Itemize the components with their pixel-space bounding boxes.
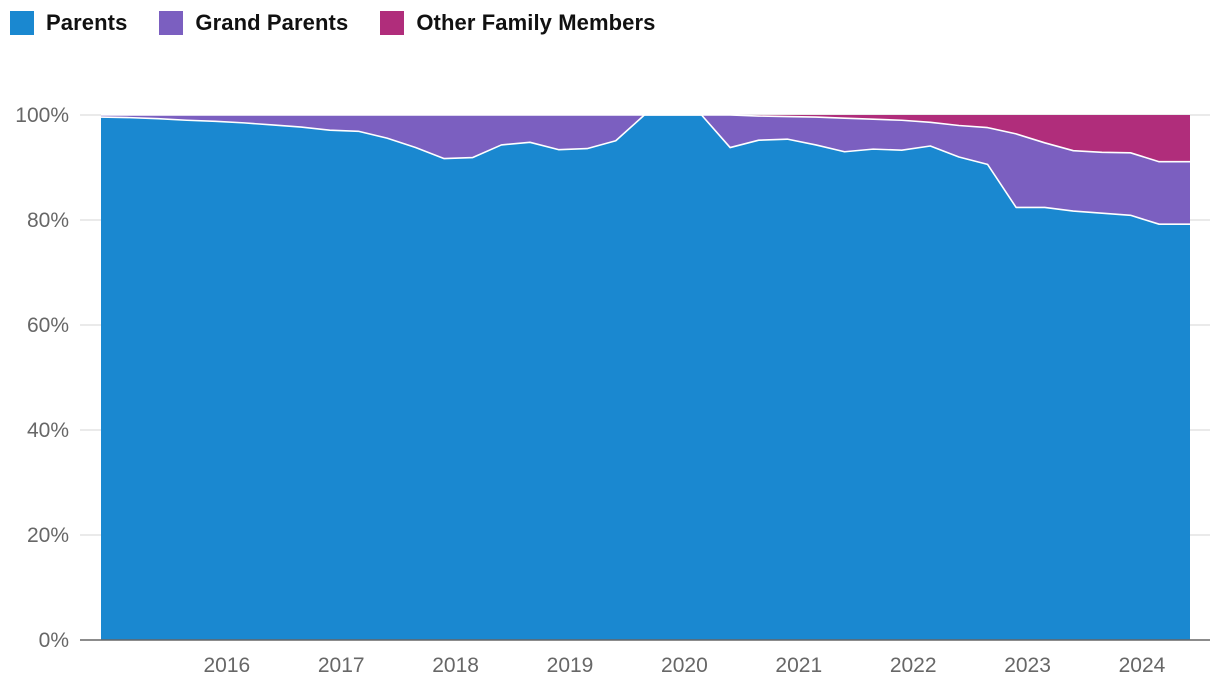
area-parents[interactable]: [101, 115, 1190, 640]
legend-item-grand-parents[interactable]: Grand Parents: [159, 10, 348, 36]
y-axis-ticks: 0% 20% 40% 60% 80% 100%: [15, 104, 69, 652]
y-tick-label-20pct: 20%: [27, 524, 69, 547]
x-tick-label-2021: 2021: [775, 654, 822, 677]
x-tick-label-2022: 2022: [890, 654, 937, 677]
x-tick-label-2018: 2018: [432, 654, 479, 677]
x-tick-label-2017: 2017: [318, 654, 365, 677]
y-tick-label-100pct: 100%: [15, 104, 69, 127]
x-tick-label-2023: 2023: [1004, 654, 1051, 677]
area-series: [101, 115, 1190, 640]
legend-swatch-other-family-members: [380, 11, 405, 35]
y-tick-label-80pct: 80%: [27, 209, 69, 232]
y-tick-label-40pct: 40%: [27, 419, 69, 442]
area-grand-parents[interactable]: [101, 115, 1190, 225]
boundary-grand-parents: [101, 114, 1190, 163]
y-tick-label-0pct: 0%: [39, 629, 69, 652]
y-tick-label-60pct: 60%: [27, 314, 69, 337]
legend-item-other-family-members[interactable]: Other Family Members: [380, 10, 655, 36]
x-tick-label-2024: 2024: [1119, 654, 1166, 677]
legend-item-parents[interactable]: Parents: [10, 10, 127, 36]
legend: Parents Grand Parents Other Family Membe…: [10, 8, 656, 38]
area-other-family-members[interactable]: [101, 115, 1190, 162]
x-tick-label-2020: 2020: [661, 654, 708, 677]
legend-swatch-parents: [10, 11, 34, 35]
legend-swatch-grand-parents: [159, 11, 184, 35]
legend-label-parents: Parents: [46, 10, 128, 35]
series-boundaries: [100, 114, 1190, 225]
legend-label-grand-parents: Grand Parents: [195, 10, 349, 35]
x-axis-ticks: 2016 2017 2018 2019 2020 2021 2022 2023 2024: [203, 654, 1165, 677]
x-tick-label-2016: 2016: [203, 654, 250, 677]
legend-label-other-family-members: Other Family Members: [416, 10, 656, 35]
x-tick-label-2019: 2019: [547, 654, 594, 677]
